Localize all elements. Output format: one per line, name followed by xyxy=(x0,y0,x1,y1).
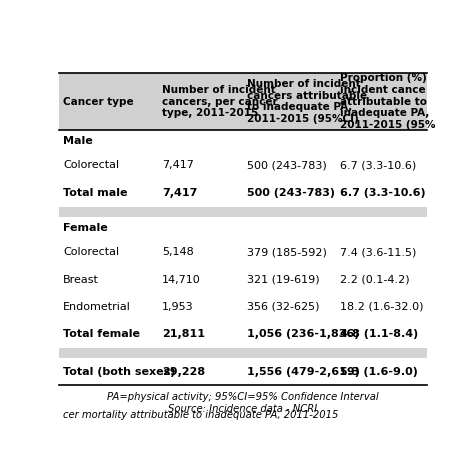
Text: 1,953: 1,953 xyxy=(162,302,194,312)
Text: 21,811: 21,811 xyxy=(162,329,205,339)
Text: 29,228: 29,228 xyxy=(162,367,205,377)
Text: 1,056 (236-1,836): 1,056 (236-1,836) xyxy=(246,329,359,339)
Text: 379 (185-592): 379 (185-592) xyxy=(246,247,327,257)
Text: Colorectal: Colorectal xyxy=(63,161,119,171)
Text: Cancer type: Cancer type xyxy=(63,97,134,107)
Text: 2.2 (0.1-4.2): 2.2 (0.1-4.2) xyxy=(340,274,410,284)
Bar xyxy=(243,73,337,130)
Text: 6.7 (3.3-10.6): 6.7 (3.3-10.6) xyxy=(340,161,417,171)
Text: PA=physical activity; 95%CI=95% Confidence Interval: PA=physical activity; 95%CI=95% Confiden… xyxy=(107,392,379,402)
Text: 7,417: 7,417 xyxy=(162,161,194,171)
Text: Endometrial: Endometrial xyxy=(63,302,131,312)
Bar xyxy=(59,207,427,217)
Text: Total (both sexes): Total (both sexes) xyxy=(63,367,175,377)
Bar xyxy=(59,217,427,238)
Text: 7,417: 7,417 xyxy=(162,188,198,198)
Text: 321 (19-619): 321 (19-619) xyxy=(246,274,319,284)
Bar xyxy=(59,348,427,358)
Bar xyxy=(59,293,427,320)
Text: Colorectal: Colorectal xyxy=(63,247,119,257)
Text: 7.4 (3.6-11.5): 7.4 (3.6-11.5) xyxy=(340,247,417,257)
Bar xyxy=(59,320,427,348)
Text: 500 (243-783): 500 (243-783) xyxy=(246,161,326,171)
Text: Male: Male xyxy=(63,136,93,146)
Text: Proportion (%)
incident cance
attributable to
inadequate PA,
2011-2015 (95%: Proportion (%) incident cance attributab… xyxy=(340,73,436,130)
Text: 500 (243-783): 500 (243-783) xyxy=(246,188,335,198)
Text: 4.8 (1.1-8.4): 4.8 (1.1-8.4) xyxy=(340,329,419,339)
Text: 356 (32-625): 356 (32-625) xyxy=(246,302,319,312)
Text: Number of incident
cancers attributable
to inadequate PA,
2011-2015 (95%CI): Number of incident cancers attributable … xyxy=(246,79,367,124)
Text: 14,710: 14,710 xyxy=(162,274,201,284)
Bar xyxy=(59,130,427,152)
Bar xyxy=(337,73,427,130)
Text: Source: Incidence data - NCRI: Source: Incidence data - NCRI xyxy=(168,404,318,414)
Bar xyxy=(59,73,158,130)
Bar xyxy=(59,152,427,179)
Bar xyxy=(59,358,427,385)
Bar xyxy=(59,179,427,207)
Text: 6.7 (3.3-10.6): 6.7 (3.3-10.6) xyxy=(340,188,426,198)
Text: Female: Female xyxy=(63,222,108,233)
Text: 18.2 (1.6-32.0): 18.2 (1.6-32.0) xyxy=(340,302,424,312)
Text: Number of incident
cancers, per cancer
type, 2011-2015: Number of incident cancers, per cancer t… xyxy=(162,85,278,118)
Text: 1,556 (479-2,619): 1,556 (479-2,619) xyxy=(246,367,359,377)
Bar xyxy=(59,266,427,293)
Bar xyxy=(59,238,427,266)
Text: Total female: Total female xyxy=(63,329,140,339)
Text: 5,148: 5,148 xyxy=(162,247,194,257)
Bar xyxy=(158,73,243,130)
Text: 5.3 (1.6-9.0): 5.3 (1.6-9.0) xyxy=(340,367,418,377)
Text: cer mortality attributable to inadequate PA, 2011-2015: cer mortality attributable to inadequate… xyxy=(63,410,338,420)
Text: Total male: Total male xyxy=(63,188,128,198)
Text: Breast: Breast xyxy=(63,274,99,284)
